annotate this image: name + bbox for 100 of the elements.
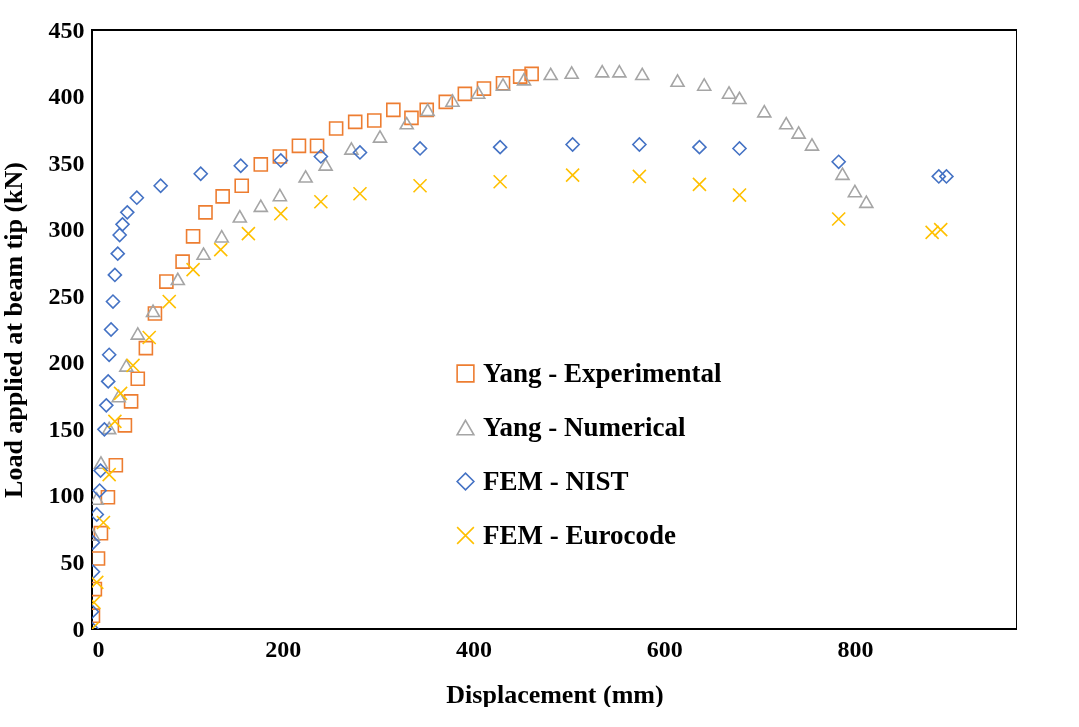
point [352, 186, 368, 202]
point [404, 110, 419, 126]
y-tick-label: 450 [48, 16, 85, 43]
point [107, 414, 123, 429]
point [107, 267, 123, 283]
point [161, 294, 177, 309]
point [129, 190, 145, 206]
point [298, 169, 313, 183]
point [93, 463, 108, 478]
point [847, 184, 863, 198]
point [215, 189, 230, 204]
point [130, 327, 146, 340]
point [732, 91, 747, 105]
point [119, 205, 135, 220]
point [632, 137, 647, 152]
point [92, 483, 107, 498]
point [831, 211, 846, 227]
point [291, 138, 307, 154]
point [253, 199, 269, 213]
point [732, 141, 747, 156]
point [130, 371, 146, 387]
point [924, 225, 940, 240]
point [272, 188, 288, 202]
point [594, 64, 610, 78]
point [352, 145, 368, 160]
point [309, 138, 325, 154]
point [198, 205, 213, 220]
point [492, 139, 508, 155]
y-tick-label: 200 [48, 349, 85, 376]
y-axis-title: Load applied at beam tip (kN) [0, 162, 28, 498]
point [372, 130, 388, 143]
point [214, 229, 230, 243]
point [524, 66, 539, 82]
legend-label: Yang - Numerical [483, 411, 686, 442]
point [108, 457, 124, 473]
point [412, 178, 428, 194]
point [692, 139, 707, 155]
point [232, 209, 248, 223]
point [804, 138, 820, 151]
point [101, 467, 117, 482]
point [196, 247, 211, 261]
point [939, 169, 954, 184]
point [273, 206, 289, 222]
point [492, 174, 508, 190]
point [366, 113, 382, 128]
y-tick-label: 250 [48, 282, 85, 309]
point [100, 374, 116, 389]
legend-label: FEM - NIST [483, 465, 629, 496]
point [612, 64, 627, 78]
point [241, 226, 256, 241]
point [732, 187, 747, 203]
point [457, 86, 473, 102]
point [634, 67, 650, 81]
legend-label: Yang - Experimental [483, 357, 722, 388]
point [543, 67, 558, 81]
x-tick-label: 200 [265, 635, 302, 662]
point [318, 158, 333, 171]
point [119, 358, 134, 372]
point [112, 227, 127, 243]
point [476, 81, 492, 96]
point [101, 347, 117, 363]
point [153, 178, 168, 194]
y-tick-label: 50 [60, 548, 85, 575]
point [92, 551, 106, 566]
point [170, 272, 186, 286]
y-tick-label: 0 [72, 615, 85, 642]
y-tick-label: 150 [48, 415, 85, 442]
y-tick-label: 100 [48, 482, 85, 509]
legend-label: FEM - Eurocode [483, 519, 676, 550]
point [138, 340, 154, 356]
point [110, 246, 126, 261]
point [125, 358, 141, 373]
point [564, 66, 579, 80]
point [101, 421, 117, 435]
point [105, 294, 121, 309]
point [835, 167, 850, 181]
point [96, 515, 111, 530]
point [123, 394, 139, 409]
point [399, 116, 415, 130]
point [93, 456, 109, 470]
point [831, 154, 846, 170]
point [253, 157, 269, 172]
point [159, 274, 174, 289]
point [565, 137, 580, 152]
point [185, 229, 201, 244]
point [185, 262, 201, 277]
point [103, 322, 119, 337]
x-tick-label: 800 [837, 635, 874, 662]
point [438, 94, 454, 110]
point [175, 254, 190, 269]
point [696, 78, 712, 92]
x-tick-label: 600 [646, 635, 683, 662]
point [516, 72, 532, 86]
x-tick-label: 0 [92, 635, 105, 662]
point [347, 114, 363, 130]
point [692, 177, 707, 192]
point [98, 398, 114, 413]
point [272, 149, 288, 164]
point [273, 153, 289, 168]
point [756, 104, 772, 118]
